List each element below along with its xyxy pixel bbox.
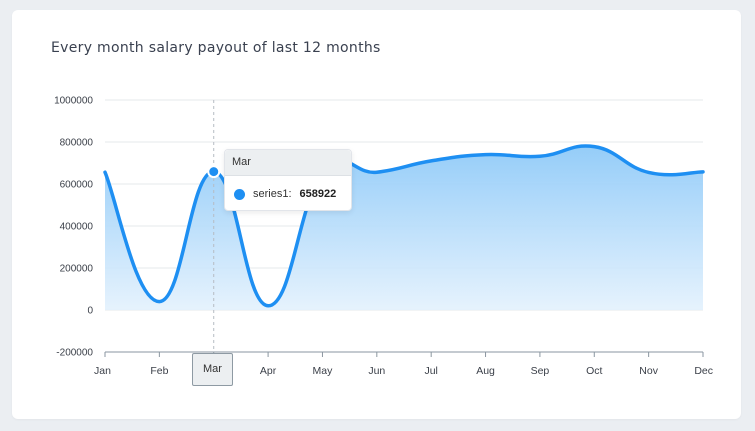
series1-area: [105, 145, 703, 310]
x-tick-label: Feb: [150, 365, 168, 377]
y-tick-label: 400000: [60, 222, 94, 233]
chart-title: Every month salary payout of last 12 mon…: [51, 40, 381, 56]
y-tick-label: 800000: [60, 138, 94, 149]
tooltip-series-name: series1:: [253, 188, 292, 200]
tooltip-title: Mar: [225, 150, 351, 176]
x-tick-label: Jul: [424, 365, 437, 377]
x-tick-label: Oct: [586, 365, 602, 377]
series-marker-icon: [234, 188, 245, 200]
y-tick-label: 1000000: [54, 96, 93, 107]
series1-point-highlight[interactable]: [207, 165, 221, 179]
tooltip-series-row: series1: 658922: [234, 188, 336, 200]
crosshair-x-label: Mar: [192, 353, 233, 386]
x-tick-label: Jun: [368, 365, 385, 377]
y-tick-label: 200000: [60, 264, 94, 275]
tooltip-series-value: 658922: [299, 188, 337, 200]
x-tick-label: May: [313, 365, 334, 377]
y-tick-label: -200000: [56, 348, 93, 359]
x-tick-label: Aug: [476, 365, 495, 377]
x-tick-label: Nov: [639, 365, 658, 377]
y-tick-label: 0: [87, 306, 93, 317]
x-tick-label: Jan: [94, 365, 111, 377]
x-tick-label: Apr: [260, 365, 277, 377]
tooltip: Mar series1: 658922: [224, 149, 352, 211]
x-tick-label: Sep: [531, 365, 550, 377]
y-tick-label: 600000: [60, 180, 94, 191]
x-tick-label: Dec: [694, 365, 713, 377]
